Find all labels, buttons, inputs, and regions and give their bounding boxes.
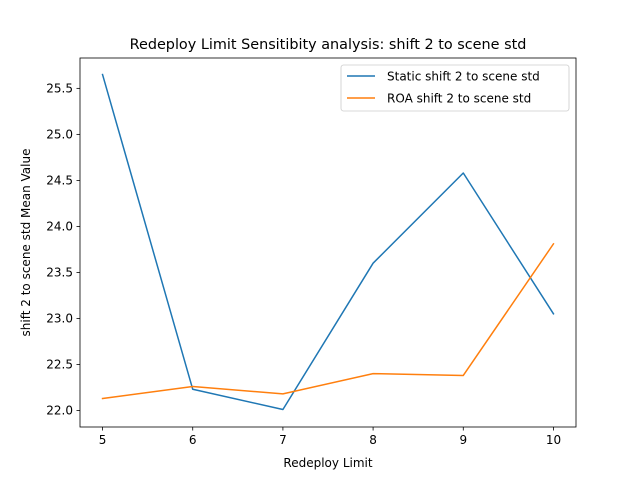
x-tick-label: 9: [459, 433, 467, 447]
y-tick-label: 23.5: [46, 266, 73, 280]
x-tick-label: 7: [279, 433, 287, 447]
y-axis-ticks: 22.0 22.5 23.0 23.5 24.0 24.5 25.0 25.5: [46, 82, 80, 418]
y-tick-label: 22.5: [46, 358, 73, 372]
y-tick-label: 25.5: [46, 82, 73, 96]
y-tick-label: 23.0: [46, 312, 73, 326]
y-tick-label: 22.0: [46, 404, 73, 418]
plot-frame: [79, 57, 577, 428]
series-line-roa: [101, 242, 555, 400]
x-tick-label: 8: [369, 433, 377, 447]
y-axis-label: shift 2 to scene std Mean Value: [19, 149, 33, 337]
legend-label: ROA shift 2 to scene std: [387, 91, 531, 105]
y-tick-label: 24.0: [46, 220, 73, 234]
x-axis-ticks: 5 6 7 8 9 10: [99, 427, 561, 447]
x-tick-label: 6: [189, 433, 197, 447]
legend: Static shift 2 to scene std ROA shift 2 t…: [340, 64, 570, 112]
series-line-static: [101, 73, 555, 411]
legend-box: [340, 64, 570, 112]
chart-title: Redeploy Limit Sensitibity analysis: shi…: [130, 37, 527, 53]
y-tick-label: 25.0: [46, 128, 73, 142]
y-tick-label: 24.5: [46, 174, 73, 188]
x-tick-label: 5: [99, 433, 107, 447]
x-tick-label: 10: [546, 433, 561, 447]
series-lines: [101, 73, 555, 411]
legend-label: Static shift 2 to scene std: [387, 69, 540, 83]
x-axis-label: Redeploy Limit: [283, 456, 372, 470]
